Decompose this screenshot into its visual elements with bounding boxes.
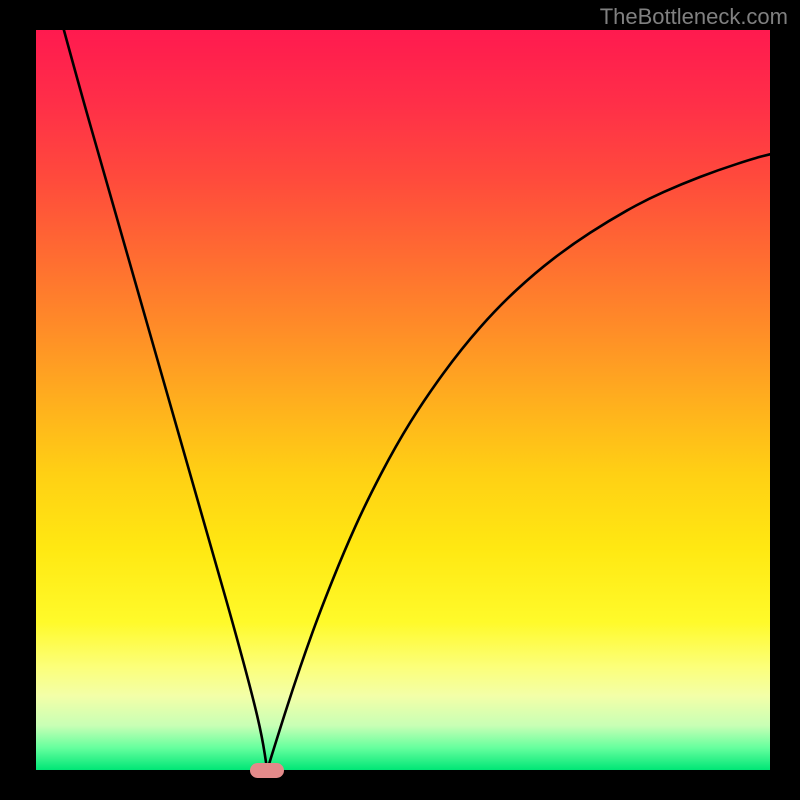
optimal-marker	[250, 763, 284, 778]
watermark-text: TheBottleneck.com	[600, 4, 788, 30]
chart-canvas: TheBottleneck.com	[0, 0, 800, 800]
bottleneck-curve	[0, 0, 800, 800]
